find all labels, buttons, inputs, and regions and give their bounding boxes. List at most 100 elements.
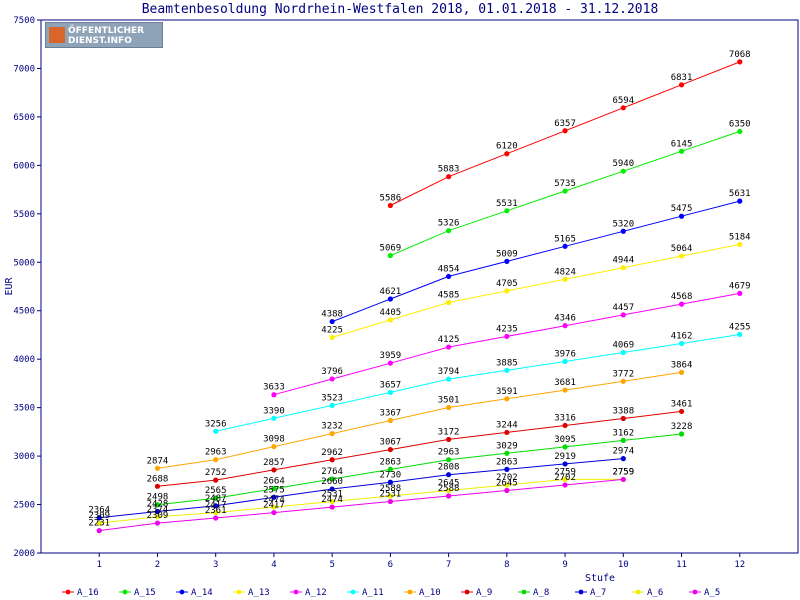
data-point-A_9 — [562, 422, 568, 429]
data-point-A_15 — [504, 208, 510, 214]
legend-swatch-marker — [464, 589, 470, 595]
x-tick-label: 9 — [562, 560, 567, 570]
data-point-A_15 — [446, 228, 452, 234]
data-point-A_13 — [446, 299, 452, 306]
data-label-A_10: 3864 — [671, 360, 693, 370]
data-point-A_11 — [620, 349, 626, 356]
data-label-A_15: 5326 — [438, 219, 460, 229]
data-label-A_12: 4125 — [438, 335, 460, 345]
data-label-A_6: 2474 — [263, 495, 285, 505]
data-point-A_16 — [504, 151, 510, 157]
y-tick-label: 4000 — [13, 355, 35, 365]
series-line-A_8 — [157, 433, 682, 506]
data-label-A_16: 5883 — [438, 165, 460, 175]
data-point-A_6 — [562, 476, 568, 483]
x-tick-label: 12 — [734, 560, 745, 570]
data-point-A_10 — [213, 457, 219, 463]
legend-item-A_11: A_11 — [362, 588, 384, 598]
data-label-A_6: 2759 — [554, 467, 576, 477]
data-point-A_12 — [329, 376, 335, 382]
data-point-A_16 — [737, 59, 743, 65]
legend-swatch-marker — [122, 589, 128, 595]
legend-item-A_6: A_6 — [647, 588, 663, 598]
data-point-A_16 — [387, 202, 393, 209]
data-point-A_6 — [96, 520, 102, 526]
data-label-A_14: 4388 — [321, 310, 343, 320]
data-label-A_10: 3098 — [263, 435, 285, 445]
data-label-A_14: 5165 — [554, 234, 576, 244]
data-point-A_8 — [620, 437, 626, 443]
data-label-A_13: 4944 — [612, 256, 634, 266]
data-point-A_7 — [213, 503, 219, 509]
data-point-A_14 — [446, 273, 452, 280]
data-point-A_11 — [504, 367, 510, 373]
legend-item-A_14: A_14 — [191, 588, 213, 598]
data-label-A_7: 2919 — [554, 452, 576, 462]
data-label-A_9: 3172 — [438, 427, 460, 437]
data-point-A_5 — [562, 482, 568, 488]
data-point-A_9 — [387, 446, 393, 453]
data-point-A_8 — [154, 502, 161, 508]
data-label-A_7: 2428 — [147, 500, 169, 510]
data-point-A_12 — [446, 344, 452, 350]
data-label-A_16: 6120 — [496, 142, 518, 152]
data-point-A_8 — [562, 444, 568, 450]
data-point-A_16 — [678, 82, 685, 88]
data-point-A_6 — [446, 487, 452, 494]
site-logo: ÖFFENTLICHER DIENST.INFO — [45, 22, 163, 48]
data-label-A_9: 2962 — [321, 448, 343, 458]
data-point-A_13 — [678, 253, 685, 259]
data-point-A_13 — [504, 288, 510, 294]
x-tick-label: 6 — [388, 560, 393, 570]
data-point-A_16 — [446, 174, 452, 180]
data-label-A_15: 5735 — [554, 179, 576, 189]
data-label-A_7: 2974 — [612, 447, 634, 457]
x-tick-label: 4 — [271, 560, 276, 570]
data-label-A_5: 2361 — [205, 506, 227, 516]
data-point-A_15 — [678, 148, 685, 154]
data-point-A_10 — [154, 465, 161, 471]
data-label-A_13: 5064 — [671, 244, 693, 254]
logo-text-line2: DIENST.INFO — [68, 36, 132, 46]
y-tick-label: 6000 — [13, 161, 35, 171]
legend-item-A_12: A_12 — [305, 588, 327, 598]
x-tick-label: 1 — [97, 560, 102, 570]
data-point-A_8 — [329, 476, 335, 482]
data-label-A_16: 7068 — [729, 50, 751, 60]
y-tick-label: 7500 — [13, 16, 35, 26]
data-point-A_10 — [562, 387, 568, 393]
data-label-A_8: 3095 — [554, 435, 576, 445]
data-label-A_14: 4621 — [380, 287, 402, 297]
legend-item-A_8: A_8 — [533, 588, 549, 598]
data-label-A_6: 2417 — [205, 501, 227, 511]
data-label-A_8: 3029 — [496, 441, 518, 451]
data-point-A_7 — [96, 515, 102, 521]
data-label-A_11: 3976 — [554, 350, 576, 360]
data-label-A_7: 2487 — [205, 494, 227, 504]
data-point-A_15 — [620, 168, 626, 174]
data-label-A_14: 5631 — [729, 189, 751, 199]
series-line-A_5 — [99, 478, 624, 532]
legend-swatch-marker — [350, 589, 356, 595]
data-label-A_12: 3796 — [321, 367, 343, 377]
series-line-A_13 — [332, 243, 740, 338]
legend-item-A_7: A_7 — [590, 588, 606, 598]
data-label-A_8: 3228 — [671, 422, 693, 432]
data-label-A_9: 3388 — [612, 406, 634, 416]
data-point-A_16 — [562, 128, 568, 134]
data-label-A_5: 2309 — [147, 511, 169, 521]
data-point-A_9 — [271, 467, 277, 473]
y-tick-label: 2000 — [13, 549, 35, 559]
data-point-A_6 — [154, 514, 161, 520]
series-line-A_7 — [99, 458, 624, 519]
data-label-A_10: 3232 — [321, 422, 343, 432]
data-point-A_10 — [329, 431, 335, 437]
data-label-A_8: 2565 — [205, 486, 227, 496]
data-label-A_7: 2730 — [380, 470, 402, 480]
data-point-A_13 — [329, 334, 335, 340]
legend-item-A_9: A_9 — [476, 588, 492, 598]
data-label-A_16: 6831 — [671, 73, 693, 83]
legend-swatch-marker — [293, 589, 299, 595]
data-point-A_11 — [213, 428, 219, 434]
